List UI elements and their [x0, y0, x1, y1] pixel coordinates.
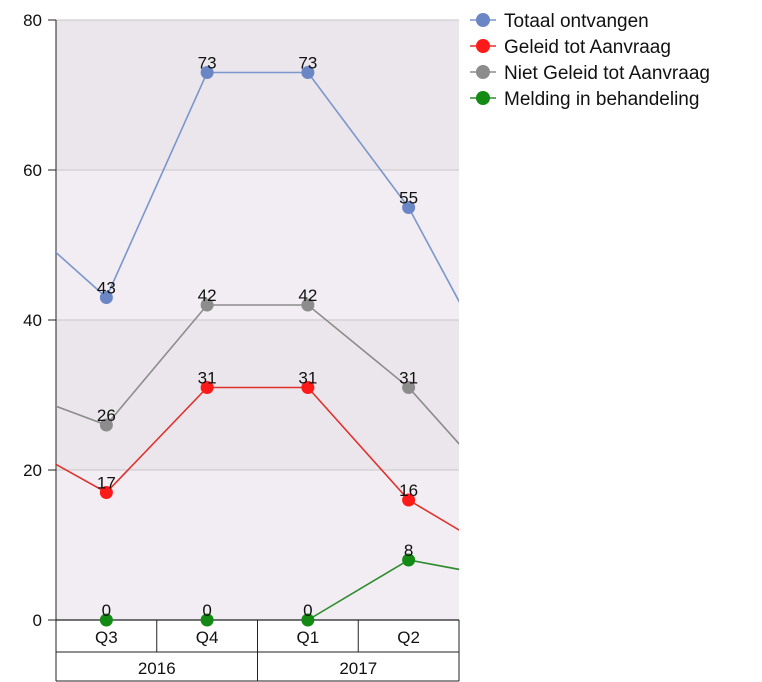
data-point: [402, 553, 416, 567]
data-point: [99, 486, 113, 499]
data-label: 43: [97, 279, 116, 298]
data-label: 0: [202, 601, 211, 620]
data-point: [99, 613, 113, 627]
series-geleid-tot-aanvraag: 17 31 31 16: [56, 369, 459, 531]
data-label: 8: [404, 541, 413, 560]
data-label: 31: [399, 369, 418, 388]
legend-label: Niet Geleid tot Aanvraag: [504, 63, 710, 84]
legend-marker-icon: [476, 13, 490, 27]
y-tick-label: 80: [23, 11, 42, 30]
x-group-label: 2017: [339, 659, 377, 678]
series-layer: 43 73 73 55 17 31 31 16 26 42 42 31 0 0 0 8: [56, 54, 459, 627]
data-point: [99, 418, 113, 432]
series-niet-geleid-tot-aanvraag: 26 42 42 31: [56, 286, 459, 445]
y-tick-label: 0: [33, 611, 42, 630]
legend-item: Totaal ontvangen: [470, 11, 649, 32]
x-tick-label: Q2: [397, 628, 420, 647]
plot-band: [56, 170, 459, 320]
data-point: [301, 66, 315, 79]
legend-label: Melding in behandeling: [504, 89, 699, 110]
legend-item: Geleid tot Aanvraag: [470, 37, 671, 58]
data-point: [200, 381, 214, 394]
data-label: 26: [97, 406, 116, 425]
data-label: 0: [303, 601, 312, 620]
legend-label: Totaal ontvangen: [504, 11, 649, 32]
x-group-label: 2016: [138, 659, 176, 678]
y-tick-label: 60: [23, 161, 42, 180]
y-tick-label: 20: [23, 461, 42, 480]
x-tick-label: Q1: [297, 628, 320, 647]
data-label: 42: [298, 286, 317, 305]
x-tick-label: Q4: [196, 628, 219, 647]
data-point: [301, 381, 315, 394]
plot-area: [56, 20, 459, 620]
legend-marker-icon: [476, 91, 490, 105]
legend: Totaal ontvangen Geleid tot Aanvraag Niet …: [470, 11, 710, 110]
data-label: 73: [198, 54, 217, 73]
data-point: [200, 613, 214, 627]
series-line: [56, 386, 459, 531]
data-label: 73: [298, 54, 317, 73]
data-point: [200, 66, 214, 79]
y-axis: 0 20 40 60 80: [23, 11, 57, 630]
data-label: 31: [298, 369, 317, 388]
plot-band: [56, 470, 459, 620]
legend-marker-icon: [476, 65, 490, 79]
series-line: [56, 304, 459, 445]
data-label: 31: [198, 369, 217, 388]
legend-label: Geleid tot Aanvraag: [504, 37, 671, 58]
data-point: [200, 298, 214, 312]
plot-band: [56, 20, 459, 170]
data-point: [402, 201, 416, 214]
data-label: 55: [399, 189, 418, 208]
data-point: [301, 298, 315, 312]
data-point: [99, 291, 113, 304]
data-point: [301, 613, 315, 627]
data-label: 17: [97, 474, 116, 493]
series-melding-in-behandeling: 0 0 0 8: [99, 541, 459, 627]
series-totaal-ontvangen: 43 73 73 55: [56, 54, 459, 304]
data-label: 16: [399, 481, 418, 500]
data-point: [402, 381, 416, 394]
data-label: 42: [198, 286, 217, 305]
series-line: [56, 71, 459, 303]
y-tick-label: 40: [23, 311, 42, 330]
plot-band: [56, 320, 459, 470]
legend-item: Melding in behandeling: [470, 89, 699, 110]
legend-item: Niet Geleid tot Aanvraag: [470, 63, 710, 84]
x-axis: Q3 Q4 Q1 Q2 2016 2017: [55, 619, 460, 682]
data-point: [402, 493, 416, 507]
legend-marker-icon: [476, 39, 490, 53]
x-tick-label: Q3: [95, 628, 118, 647]
data-label: 0: [102, 601, 111, 620]
